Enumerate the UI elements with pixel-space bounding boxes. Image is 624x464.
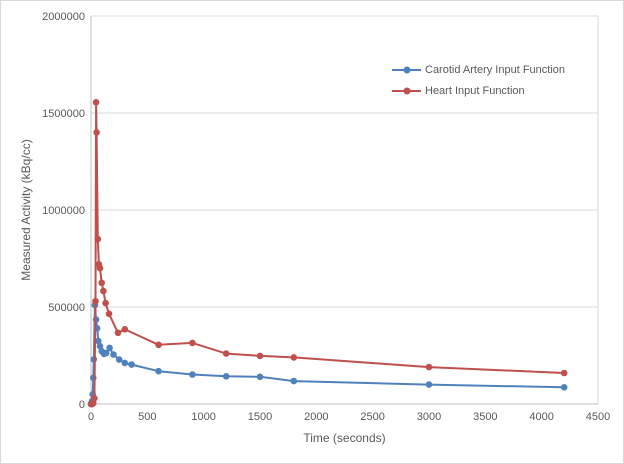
y-tick-label: 0: [79, 399, 85, 411]
x-tick-label: 500: [138, 411, 156, 423]
y-tick-label: 500000: [48, 302, 85, 314]
data-point-marker: [96, 342, 104, 350]
legend-item-carotid: Carotid Artery Input Function: [392, 59, 565, 80]
data-point-marker: [560, 384, 568, 391]
line-marker-icon: [392, 66, 421, 73]
series-line-0: [90, 304, 566, 405]
x-tick-label: 3000: [417, 411, 441, 423]
data-point-marker: [100, 287, 107, 295]
data-point-marker: [290, 377, 298, 385]
x-tick-label: 4000: [529, 411, 553, 423]
legend: Carotid Artery Input Function Heart Inpu…: [392, 59, 565, 101]
series-line-1: [90, 101, 566, 405]
legend-label-carotid: Carotid Artery Input Function: [425, 63, 566, 76]
y-tick-label: 1500000: [42, 108, 85, 120]
data-point-marker: [92, 99, 100, 106]
data-point-marker: [128, 361, 135, 368]
data-point-marker: [106, 344, 113, 352]
data-point-marker: [96, 264, 104, 272]
data-point-marker: [256, 352, 264, 360]
data-point-marker: [93, 129, 100, 136]
x-tick-label: 3500: [473, 411, 497, 423]
data-point-marker: [95, 337, 102, 345]
x-axis-title: Time (seconds): [303, 431, 386, 445]
data-point-marker: [94, 235, 102, 243]
data-point-marker: [425, 381, 433, 388]
data-point-marker: [121, 326, 129, 333]
data-point-marker: [290, 354, 298, 361]
data-point-marker: [102, 299, 109, 307]
data-point-marker: [110, 351, 117, 358]
x-tick-label: 2000: [304, 411, 328, 423]
line-marker-icon: [392, 87, 421, 94]
data-point-marker: [155, 367, 162, 375]
y-axis-title: Measured Activity (kBq/cc): [19, 139, 33, 281]
x-tick-label: 0: [88, 411, 94, 423]
x-tick-label: 4500: [586, 411, 610, 423]
data-point-marker: [91, 394, 98, 402]
data-point-marker: [121, 359, 129, 367]
y-tick-label: 2000000: [42, 11, 85, 23]
data-point-marker: [102, 349, 110, 357]
data-point-marker: [189, 339, 196, 347]
data-point-marker: [425, 363, 433, 371]
data-point-marker: [256, 373, 264, 381]
data-point-marker: [105, 310, 113, 318]
data-point-marker: [155, 341, 162, 349]
data-point-marker: [98, 279, 105, 287]
data-point-marker: [115, 356, 123, 363]
x-tick-label: 2500: [360, 411, 384, 423]
data-point-marker: [560, 369, 568, 377]
data-point-marker: [92, 297, 99, 305]
data-point-marker: [189, 371, 196, 378]
y-tick-label: 1000000: [42, 205, 85, 217]
legend-label-heart: Heart Input Function: [425, 84, 525, 97]
x-tick-label: 1000: [191, 411, 215, 423]
data-point-marker: [222, 350, 230, 357]
data-point-marker: [114, 329, 122, 337]
legend-item-heart: Heart Input Function: [392, 80, 565, 101]
data-point-marker: [222, 373, 230, 380]
data-point-marker: [90, 356, 98, 363]
x-tick-label: 1500: [248, 411, 272, 423]
